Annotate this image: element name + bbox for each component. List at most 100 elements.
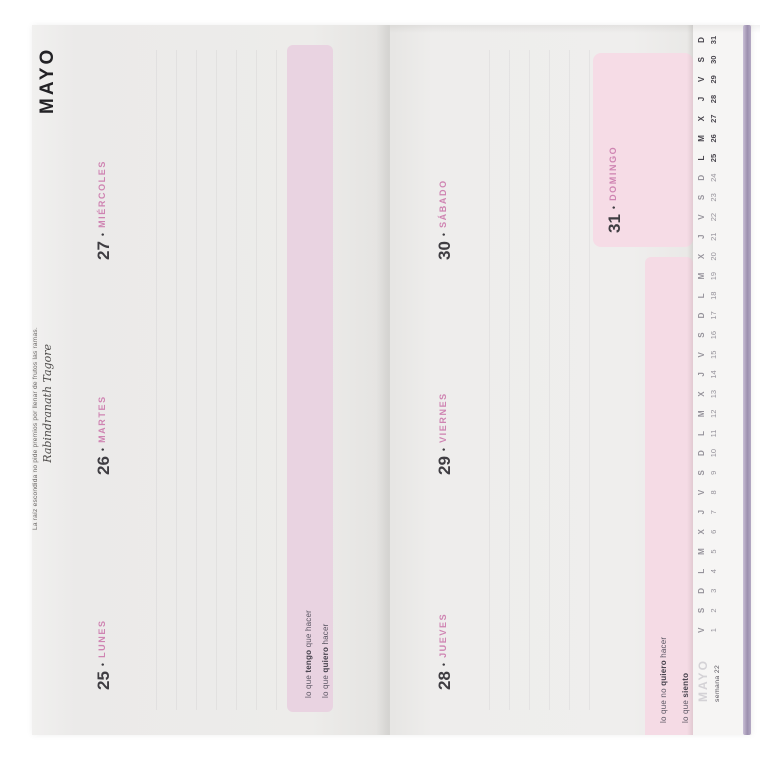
prompt-lo-que-siento: lo que siento (681, 672, 690, 723)
mini-calendar-day: M 12 (695, 404, 731, 424)
dot-separator: • (98, 232, 108, 237)
mini-calendar-day-letter: L (697, 431, 706, 436)
mini-calendar-day: L 25 (695, 148, 731, 168)
mini-calendar-day: X 20 (695, 247, 731, 267)
mini-calendar-day-letter: S (697, 607, 706, 614)
mini-calendar-day: S 23 (695, 188, 731, 208)
mini-calendar-day-letter: D (697, 37, 706, 43)
prompt-lines: lo que tengo que hacer lo que quiero hac… (287, 45, 334, 712)
mini-calendar-day-number: 25 (709, 153, 718, 163)
mini-calendar-day: J 14 (695, 365, 731, 385)
mini-calendar-day-number: 29 (709, 75, 718, 84)
mini-calendar-day-letter: X (697, 529, 706, 535)
mini-calendar-day-letter: D (697, 587, 706, 594)
mini-calendar-day-number: 13 (709, 389, 718, 399)
day-number: 28 (435, 671, 454, 690)
dot-separator: • (98, 447, 108, 452)
mini-calendar-day: S 30 (695, 50, 731, 70)
mini-calendar-day-number: 5 (709, 549, 718, 554)
mini-calendar-day-letter: X (697, 391, 706, 397)
mini-calendar-day-number: 9 (709, 470, 718, 475)
mini-calendar-day: X 27 (695, 109, 731, 129)
prompt-quiero-hacer: lo que quiero hacer (321, 623, 330, 698)
day-number: 31 (605, 214, 624, 233)
prompt-tengo-que-hacer: lo que tengo que hacer (304, 609, 313, 698)
day-header-jueves: 28 • JUEVES (435, 613, 455, 690)
mini-calendar-day-number: 28 (709, 94, 718, 104)
day-header-miercoles: 27 • MIÉRCOLES (94, 160, 114, 260)
page-bottom-edge-shadow (687, 25, 693, 735)
mini-calendar-day-letter: L (697, 568, 706, 574)
mini-calendar-day: D 10 (695, 443, 731, 463)
mini-calendar-day-number: 12 (709, 409, 718, 418)
day-name: JUEVES (438, 612, 448, 658)
mini-calendar-day: S 16 (695, 325, 731, 345)
mini-calendar-day: M 19 (695, 266, 731, 286)
week-number-label: semana 22 (714, 664, 721, 702)
mini-month-calendar: V 1 S 2 D 3 L 4 M 5 X 6 J 7 V 8 S 9 D 10 L 11 M 12 X 13 J 14 V 15 S 16 D… (695, 30, 731, 640)
mini-calendar-day-letter: M (697, 548, 706, 555)
mini-calendar-day-letter: S (697, 470, 706, 476)
day-name: SÁBADO (438, 179, 448, 228)
mini-calendar-day-number: 22 (709, 212, 718, 222)
mini-calendar-day-number: 15 (709, 350, 718, 359)
mini-calendar-day-number: 11 (709, 429, 718, 438)
mini-calendar-day-letter: D (697, 450, 706, 457)
mini-calendar-day: V 15 (695, 345, 731, 365)
mini-calendar-day-number: 31 (709, 35, 718, 45)
prompts-band-pink: lo que tengo que hacer lo que quiero hac… (287, 45, 333, 712)
ruled-writing-lines (137, 50, 282, 710)
mini-calendar-day-number: 3 (709, 588, 718, 593)
day-number: 30 (435, 241, 454, 260)
day-number: 25 (94, 671, 113, 690)
mini-calendar-day-number: 18 (709, 291, 718, 300)
mini-calendar-day-number: 8 (709, 490, 718, 495)
mini-calendar-day-letter: S (697, 332, 706, 338)
mini-calendar-day-letter: M (697, 272, 706, 280)
mini-calendar-day-letter: V (697, 352, 706, 358)
mini-calendar-day-number: 30 (709, 55, 718, 64)
quote-author: Rabindranath Tagore (41, 344, 54, 463)
mini-calendar-day-number: 14 (709, 370, 718, 379)
day-header-martes: 26 • MARTES (94, 395, 114, 475)
mini-calendar-day: D 31 (695, 30, 731, 50)
mini-calendar-day-letter: S (697, 194, 706, 201)
planner-cover-edge (743, 25, 751, 735)
mini-calendar-day: J 21 (695, 227, 731, 247)
mini-calendar-day-number: 1 (709, 628, 718, 633)
day-number: 29 (435, 456, 454, 475)
mini-calendar-day-letter: M (697, 135, 706, 142)
quote-text: La raíz escondida no pide premios por ll… (32, 327, 39, 530)
mini-calendar-day-number: 6 (709, 529, 718, 534)
page-mon-wed: La raíz escondida no pide premios por ll… (32, 25, 390, 735)
prompt-no-quiero-hacer: lo que no quiero hacer (659, 636, 668, 723)
dot-separator: • (439, 232, 449, 237)
mini-calendar-day-letter: V (697, 627, 706, 633)
mini-calendar-day-letter: X (697, 116, 706, 122)
mini-calendar-day: J 28 (695, 89, 731, 109)
day-name: MARTES (97, 395, 107, 443)
mini-calendar-day-number: 20 (709, 252, 718, 261)
mini-calendar-day-number: 21 (709, 232, 718, 241)
sunday-block-pink: 31 • DOMINGO (593, 53, 693, 247)
mini-calendar-day: L 18 (695, 286, 731, 306)
planner-spread: La raíz escondida no pide premios por ll… (32, 25, 760, 735)
day-name: DOMINGO (608, 145, 618, 201)
mini-calendar-month-label: MAYO (696, 659, 710, 702)
mini-calendar-day: V 22 (695, 207, 731, 227)
mini-calendar-day-letter: D (697, 174, 706, 181)
mini-calendar-day-number: 2 (709, 608, 718, 613)
dot-separator: • (439, 447, 449, 452)
mini-calendar-day-letter: J (697, 96, 706, 102)
day-header-viernes: 29 • VIERNES (435, 392, 455, 475)
mini-calendar-day-number: 27 (709, 114, 718, 123)
mini-calendar-day-number: 19 (709, 271, 718, 281)
mini-calendar-day-letter: V (697, 489, 706, 496)
